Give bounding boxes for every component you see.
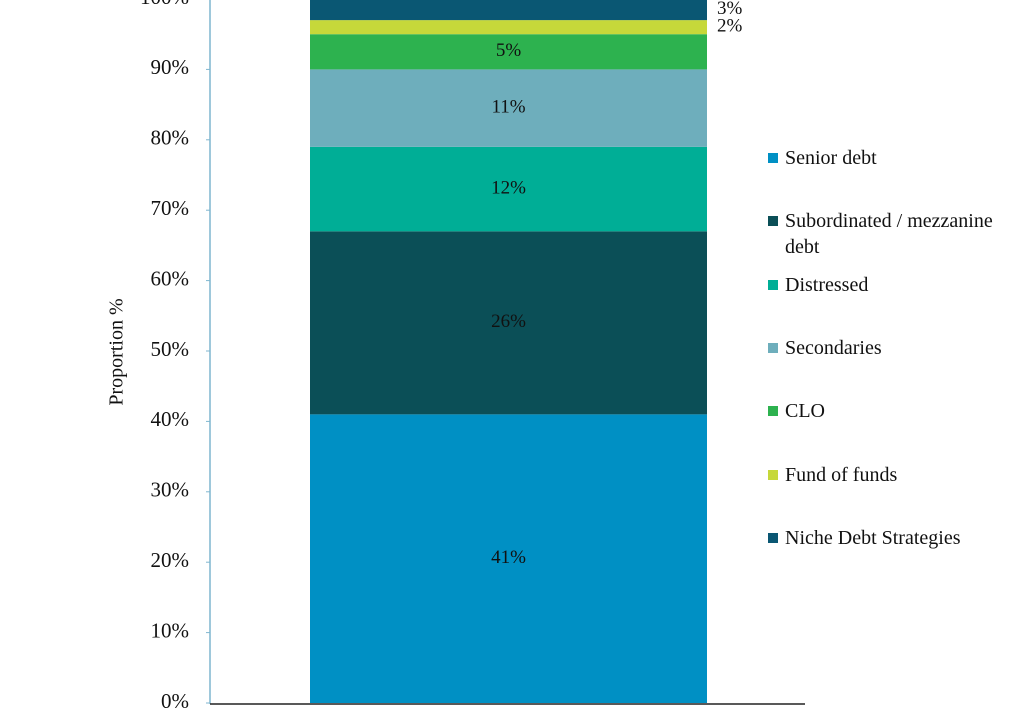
value-label: 3% <box>717 0 743 19</box>
value-label: 5% <box>496 40 522 61</box>
bar-segment <box>310 146 707 232</box>
legend-item: CLO <box>768 398 1018 424</box>
legend-item: Distressed <box>768 272 1018 298</box>
legend-item: Fund of funds <box>768 462 1018 488</box>
y-axis-title: Proportion % <box>106 298 128 405</box>
value-label: 2% <box>717 16 743 37</box>
bar-segment <box>310 0 707 21</box>
legend-label: Subordinated / mezzanine debt <box>785 210 993 259</box>
legend-item: Subordinated / mezzanine debt <box>768 208 1018 260</box>
legend-swatch <box>768 532 778 543</box>
legend-swatch <box>768 342 778 353</box>
y-tick-label: 0% <box>161 689 189 713</box>
value-label: 12% <box>491 177 526 198</box>
y-tick-label: 90% <box>151 55 190 79</box>
bar-segment <box>310 20 707 35</box>
legend: Senior debt Subordinated / mezzanine debt… <box>768 0 1018 716</box>
bar-segment <box>310 69 707 147</box>
legend-label: Secondaries <box>785 336 882 359</box>
y-tick-label: 10% <box>151 618 190 642</box>
legend-item: Senior debt <box>768 145 1018 171</box>
legend-label: Fund of funds <box>785 463 898 486</box>
legend-swatch <box>768 216 778 227</box>
y-tick-label: 20% <box>151 548 190 572</box>
value-label: 26% <box>491 311 526 332</box>
legend-label: CLO <box>785 400 825 423</box>
y-tick-label: 70% <box>151 196 190 220</box>
y-tick-label: 100% <box>140 0 189 9</box>
legend-swatch <box>768 279 778 290</box>
bar-segment <box>310 34 707 70</box>
legend-swatch <box>768 469 778 480</box>
value-label: 41% <box>491 547 526 568</box>
legend-item: Secondaries <box>768 335 1018 361</box>
y-tick-label: 80% <box>151 126 190 150</box>
value-label: 11% <box>491 96 525 117</box>
legend-swatch <box>768 153 778 163</box>
legend-swatch <box>768 406 778 417</box>
y-tick-label: 30% <box>151 478 190 502</box>
legend-item: Niche Debt Strategies <box>768 525 1018 551</box>
bar-segment <box>310 414 707 703</box>
y-tick-label: 60% <box>151 266 190 290</box>
y-tick-label: 50% <box>151 337 190 361</box>
legend-label: Niche Debt Strategies <box>785 526 961 549</box>
legend-label: Senior debt <box>785 147 877 169</box>
y-tick-label: 40% <box>151 407 190 431</box>
legend-label: Distressed <box>785 273 869 296</box>
bar-segment <box>310 231 707 415</box>
